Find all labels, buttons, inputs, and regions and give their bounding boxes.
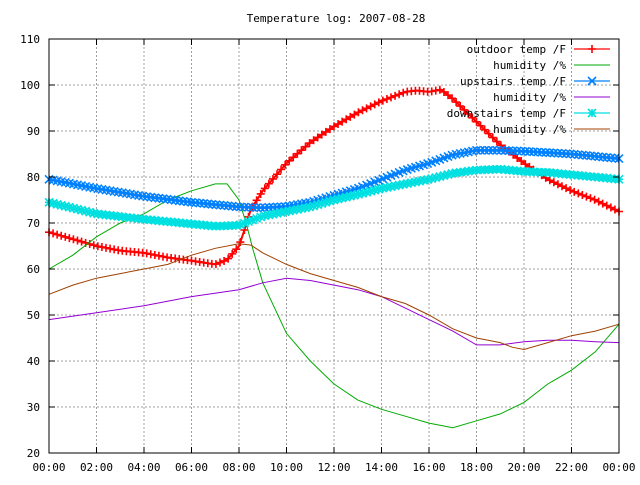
x-tick-label: 04:00	[127, 461, 160, 474]
legend-label: humidity /%	[493, 91, 566, 104]
legend-entry: humidity /%	[493, 59, 610, 72]
y-tick-label: 20	[27, 447, 40, 460]
series-line	[48, 183, 620, 429]
legend-label: humidity /%	[493, 123, 566, 136]
series-1	[48, 183, 620, 429]
y-tick-label: 40	[27, 355, 40, 368]
axes-layer: 20 30 40 50 60 70 80 90 100 110 00:00 02:00 04:00 06:…	[20, 33, 635, 474]
legend-entry: upstairs temp /F	[460, 75, 610, 88]
chart-title: Temperature log: 2007-08-28	[247, 12, 426, 25]
legend: outdoor temp /F humidity /% upstairs temp …	[447, 43, 610, 136]
y-tick-label: 50	[27, 309, 40, 322]
legend-marker	[587, 108, 597, 118]
legend-label: downstairs temp /F	[447, 107, 566, 120]
x-tick-label: 16:00	[412, 461, 445, 474]
x-tick-label: 02:00	[80, 461, 113, 474]
y-tick-label: 110	[20, 33, 40, 46]
y-tick-label: 80	[27, 171, 40, 184]
y-tick-label: 90	[27, 125, 40, 138]
legend-marker	[587, 76, 597, 86]
legend-label: outdoor temp /F	[467, 43, 566, 56]
x-tick-label: 00:00	[602, 461, 635, 474]
legend-entry: humidity /%	[493, 91, 610, 104]
y-tick-label: 60	[27, 263, 40, 276]
legend-entry: downstairs temp /F	[447, 107, 610, 120]
legend-entry: humidity /%	[493, 123, 610, 136]
x-tick-label: 22:00	[555, 461, 588, 474]
grid-layer	[49, 39, 619, 453]
y-tick-label: 100	[20, 79, 40, 92]
legend-marker	[588, 45, 596, 53]
legend-entry: outdoor temp /F	[467, 43, 610, 56]
x-tick-label: 18:00	[460, 461, 493, 474]
x-tick-label: 10:00	[270, 461, 303, 474]
legend-label: humidity /%	[493, 59, 566, 72]
x-tick-label: 12:00	[317, 461, 350, 474]
x-tick-label: 14:00	[365, 461, 398, 474]
series-line	[48, 243, 620, 351]
y-tick-label: 30	[27, 401, 40, 414]
x-tick-label: 00:00	[32, 461, 65, 474]
x-tick-label: 06:00	[175, 461, 208, 474]
x-tick-label: 20:00	[507, 461, 540, 474]
series-5	[48, 243, 620, 351]
y-tick-label: 70	[27, 217, 40, 230]
x-tick-label: 08:00	[222, 461, 255, 474]
legend-label: upstairs temp /F	[460, 75, 566, 88]
